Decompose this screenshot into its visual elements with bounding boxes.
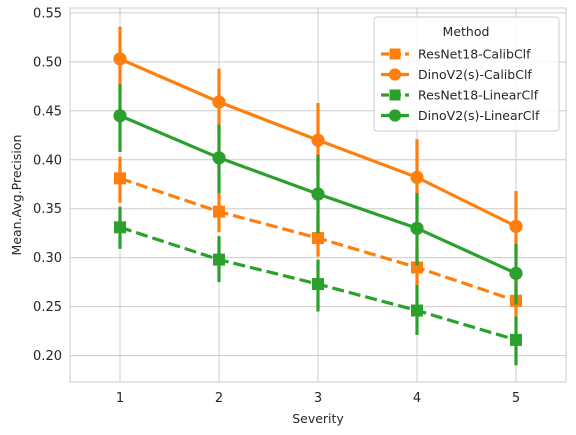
legend-marker [388, 68, 402, 81]
y-axis-label: Mean.Avg.Precision [9, 135, 24, 256]
data-point [113, 52, 127, 66]
x-tick-label: 1 [116, 391, 124, 406]
data-point [410, 170, 424, 184]
x-tick-label: 2 [215, 391, 223, 406]
x-tick-label: 3 [314, 391, 322, 406]
data-point [113, 109, 127, 123]
data-point [212, 151, 226, 165]
y-tick-label: 0.55 [33, 6, 62, 21]
y-tick-label: 0.25 [33, 300, 62, 315]
legend-entry: DinoV2(s)-CalibClf [381, 67, 532, 82]
x-tick-label: 4 [413, 391, 421, 406]
data-point [213, 205, 225, 218]
y-tick-label: 0.30 [33, 251, 62, 266]
legend-marker [389, 48, 401, 60]
legend-marker [389, 89, 401, 101]
x-axis-label: Severity [292, 411, 344, 426]
data-point [114, 221, 126, 234]
data-point [510, 333, 522, 346]
legend-label: ResNet18-LinearClf [418, 88, 539, 103]
legend-label: ResNet18-CalibClf [418, 47, 531, 62]
data-point [213, 253, 225, 266]
data-point [411, 304, 423, 317]
data-point [509, 219, 523, 233]
legend-marker [388, 109, 402, 122]
data-point [312, 232, 324, 245]
legend-entry: ResNet18-CalibClf [381, 47, 531, 62]
y-tick-label: 0.35 [33, 202, 62, 217]
y-tick-label: 0.45 [33, 104, 62, 119]
legend-box [373, 16, 560, 132]
data-point [311, 133, 325, 147]
legend-entry: DinoV2(s)-LinearClf [381, 108, 540, 123]
x-tick-label: 5 [512, 391, 520, 406]
data-point [311, 187, 325, 201]
series-layer [113, 26, 523, 366]
legend: Method ResNet18-CalibClf DinoV2(s)-CalibC… [373, 16, 560, 132]
series-2 [114, 206, 522, 366]
legend-label: DinoV2(s)-CalibClf [418, 67, 532, 82]
plot-frame [69, 7, 567, 383]
legend-entry: ResNet18-LinearClf [381, 88, 539, 103]
y-tick-label: 0.20 [33, 349, 62, 364]
legend-label: DinoV2(s)-LinearClf [418, 108, 540, 123]
data-point [114, 172, 126, 185]
data-point [509, 266, 523, 280]
data-point [410, 221, 424, 235]
data-point [312, 278, 324, 291]
legend-title: Method [443, 24, 490, 39]
y-tick-label: 0.40 [33, 153, 62, 168]
data-point [411, 261, 423, 274]
data-point [212, 95, 226, 109]
series-3 [113, 84, 523, 305]
y-tick-label: 0.50 [33, 55, 62, 70]
ticks: 1 2 3 4 5 0.20 0.25 0.30 0.35 0.40 0.45 0.50 0.55 [33, 6, 520, 406]
